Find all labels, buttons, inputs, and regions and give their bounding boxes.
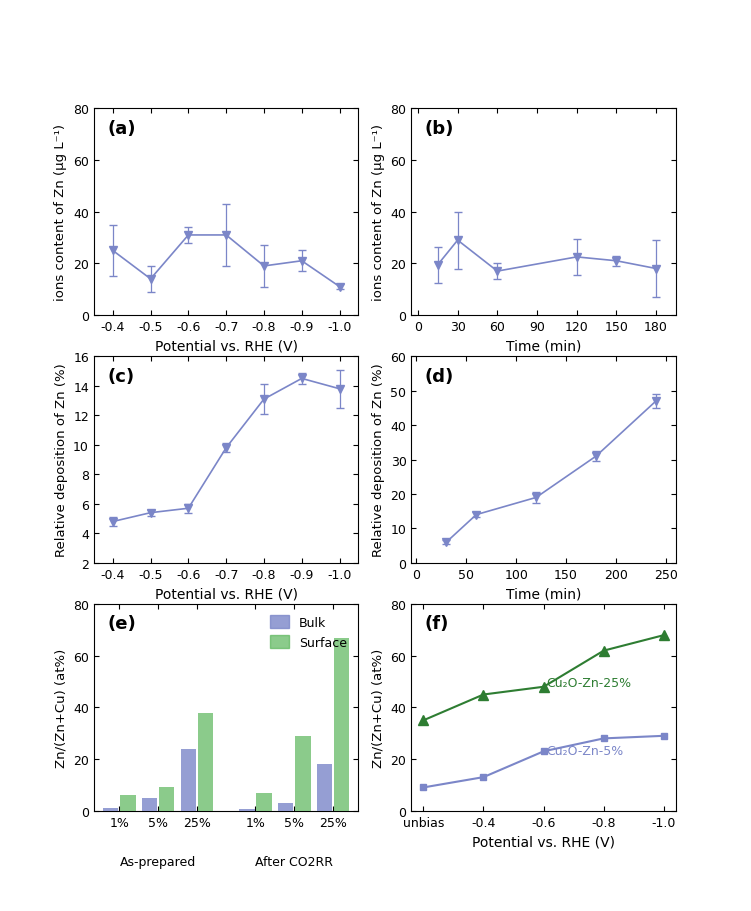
Text: (c): (c) (107, 367, 134, 385)
Y-axis label: ions content of Zn (μg L⁻¹): ions content of Zn (μg L⁻¹) (55, 124, 68, 301)
Bar (198, 712, 213, 811)
X-axis label: Time (min): Time (min) (506, 339, 581, 353)
Bar (256, 793, 272, 811)
X-axis label: Time (min): Time (min) (506, 587, 581, 600)
Text: (d): (d) (424, 367, 454, 385)
Y-axis label: Relative deposition of Zn (%): Relative deposition of Zn (%) (372, 363, 385, 557)
Text: (b): (b) (424, 119, 454, 138)
Legend: Bulk, Surface: Bulk, Surface (265, 610, 352, 654)
Text: Cu₂O-Zn-25%: Cu₂O-Zn-25% (547, 677, 632, 690)
Text: As-prepared: As-prepared (120, 855, 196, 868)
Y-axis label: Zn/(Zn+Cu) (at%): Zn/(Zn+Cu) (at%) (55, 648, 68, 767)
Text: After CO2RR: After CO2RR (255, 855, 333, 868)
Bar (142, 798, 157, 811)
Text: (a): (a) (107, 119, 136, 138)
Text: (e): (e) (107, 615, 136, 633)
X-axis label: Potential vs. RHE (V): Potential vs. RHE (V) (155, 587, 297, 600)
Text: (f): (f) (424, 615, 449, 633)
Bar (334, 638, 349, 811)
Bar (159, 788, 174, 811)
Text: Cu₂O-Zn-5%: Cu₂O-Zn-5% (547, 743, 624, 757)
Bar (120, 795, 135, 811)
X-axis label: Potential vs. RHE (V): Potential vs. RHE (V) (155, 339, 297, 353)
Y-axis label: Zn/(Zn+Cu) (at%): Zn/(Zn+Cu) (at%) (372, 648, 385, 767)
X-axis label: Potential vs. RHE (V): Potential vs. RHE (V) (472, 834, 615, 848)
Bar (103, 808, 119, 811)
Y-axis label: Relative deposition of Zn (%): Relative deposition of Zn (%) (55, 363, 68, 557)
Bar (181, 749, 196, 811)
Y-axis label: ions content of Zn (μg L⁻¹): ions content of Zn (μg L⁻¹) (372, 124, 385, 301)
Bar (317, 764, 333, 811)
Bar (295, 736, 311, 811)
Bar (239, 810, 255, 811)
Bar (278, 804, 294, 811)
